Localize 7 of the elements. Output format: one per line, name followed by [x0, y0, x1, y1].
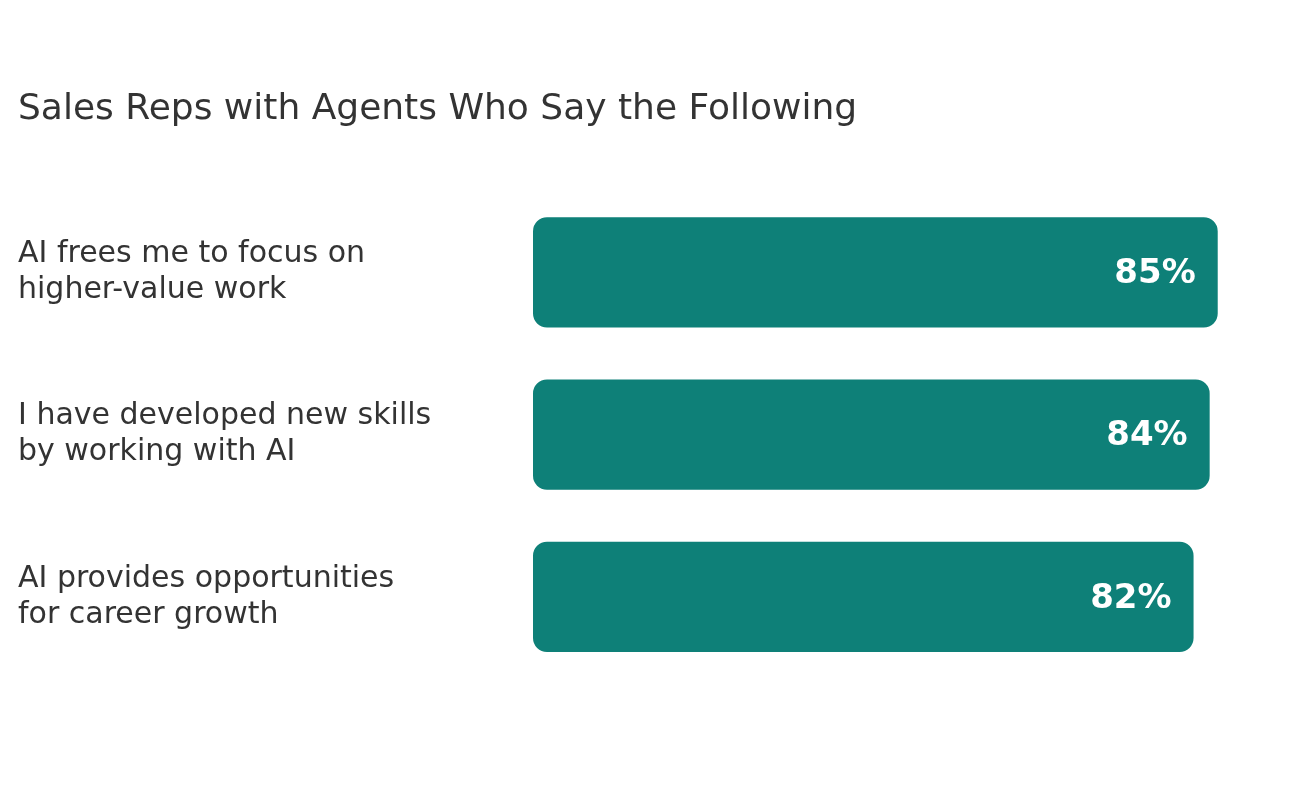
data-label: 82%: [1090, 575, 1172, 616]
y-tick-label: AI provides opportunities for career growth: [18, 558, 395, 630]
chart-title: Sales Reps with Agents Who Say the Following: [18, 85, 858, 127]
y-tick-label: AI frees me to focus on higher-value work: [18, 234, 366, 306]
data-label: 84%: [1106, 413, 1188, 454]
y-tick-label: I have developed new skills by working with AI: [18, 396, 432, 468]
data-label: 85%: [1114, 251, 1196, 292]
